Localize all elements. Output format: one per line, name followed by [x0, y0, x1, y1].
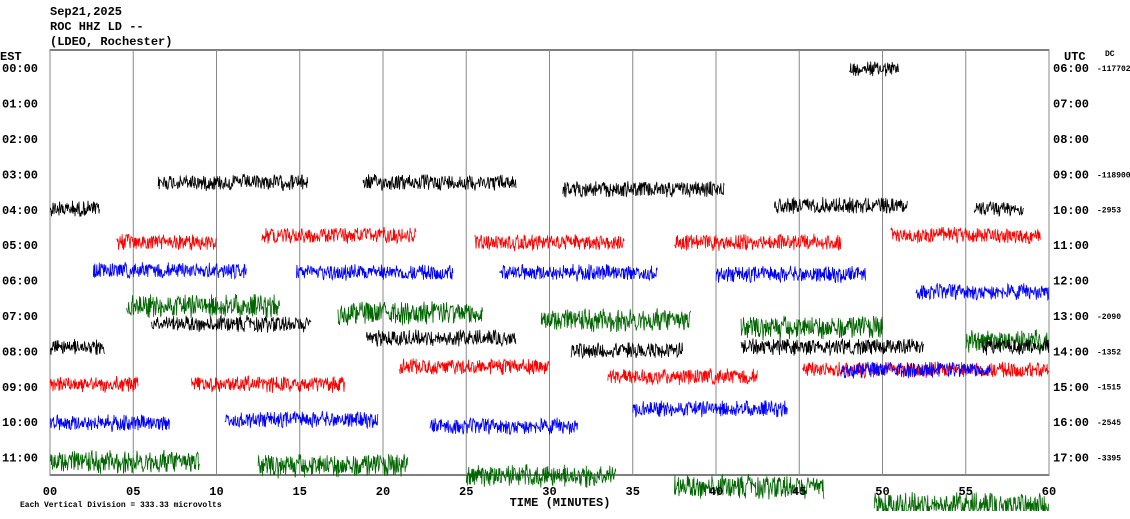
dc-value: -1189008: [1097, 171, 1130, 180]
utc-label: 14:00: [1053, 345, 1089, 359]
x-axis-label: TIME (MINUTES): [510, 496, 611, 510]
seismic-trace: [362, 174, 517, 191]
est-label: 08:00: [2, 345, 38, 359]
seismic-trace: [890, 226, 1041, 245]
seismic-trace: [157, 173, 309, 192]
x-tick-label: 00: [43, 485, 57, 499]
seismic-trace: [116, 233, 217, 251]
seismic-trace: [257, 453, 408, 479]
est-label: 02:00: [2, 133, 38, 147]
seismic-trace: [50, 200, 100, 217]
x-tick-label: 10: [209, 485, 223, 499]
est-label: 09:00: [2, 381, 38, 395]
x-tick-label: 45: [792, 485, 806, 499]
dc-value: -1352: [1097, 348, 1121, 357]
seismic-trace: [915, 282, 1049, 302]
seismic-trace: [474, 234, 625, 252]
grid: [49, 50, 1050, 475]
x-tick-label: 25: [459, 485, 473, 499]
seismic-trace: [840, 361, 991, 379]
utc-label: 17:00: [1053, 452, 1089, 466]
seismic-trace: [92, 262, 247, 281]
seismic-trace: [126, 293, 280, 319]
utc-label: 13:00: [1053, 310, 1089, 324]
x-tick-label: 40: [709, 485, 723, 499]
seismic-trace: [465, 464, 617, 488]
utc-label: 08:00: [1053, 133, 1089, 147]
seismic-trace: [715, 265, 866, 284]
dc-value: -2090: [1097, 313, 1121, 322]
seismic-trace: [740, 338, 925, 356]
est-label: 11:00: [2, 452, 38, 466]
seismic-trace: [973, 201, 1024, 218]
dc-value: -1177028: [1097, 65, 1130, 74]
seismic-trace: [802, 361, 1049, 380]
seismic-trace: [224, 410, 379, 430]
utc-label: 10:00: [1053, 204, 1089, 218]
x-tick-label: 50: [875, 485, 889, 499]
traces: [50, 61, 1049, 511]
est-label: 04:00: [2, 204, 38, 218]
seismic-trace: [151, 315, 312, 333]
seismic-trace: [773, 197, 908, 214]
seismic-trace: [50, 338, 105, 356]
seismic-trace: [499, 263, 658, 282]
seismic-trace: [562, 181, 725, 198]
utc-label: 16:00: [1053, 416, 1089, 430]
seismic-trace: [607, 368, 758, 386]
dc-value: -3395: [1097, 455, 1121, 464]
title-line: Sep21,2025: [50, 5, 122, 19]
left-axis-title: EST: [0, 50, 22, 64]
seismic-trace: [848, 61, 900, 77]
seismic-trace: [570, 342, 683, 360]
dc-value: -1515: [1097, 384, 1121, 393]
seismic-trace: [337, 301, 483, 326]
utc-label: 15:00: [1053, 381, 1089, 395]
utc-label: 12:00: [1053, 275, 1089, 289]
est-label: 07:00: [2, 310, 38, 324]
footer: Each Vertical Division = 333.33 microvol…: [20, 501, 222, 510]
utc-label: 11:00: [1053, 239, 1089, 253]
seismic-trace: [429, 417, 578, 436]
seismic-trace: [540, 308, 692, 333]
est-label: 10:00: [2, 416, 38, 430]
seismic-trace: [632, 399, 788, 419]
x-tick-label: 35: [626, 485, 640, 499]
seismic-trace: [674, 473, 825, 500]
seismic-trace: [50, 375, 139, 393]
dc-value: -2953: [1097, 207, 1121, 216]
est-label: 00:00: [2, 62, 38, 76]
right-axis-title: UTC: [1064, 50, 1086, 64]
x-tick-label: 15: [293, 485, 307, 499]
utc-label: 09:00: [1053, 168, 1089, 182]
x-tick-label: 55: [959, 485, 973, 499]
seismic-trace: [674, 233, 842, 251]
x-tick-label: 05: [126, 485, 140, 499]
x-tick-label: 20: [376, 485, 390, 499]
dc-value: -2545: [1097, 419, 1121, 428]
est-label: 05:00: [2, 239, 38, 253]
seismic-trace: [191, 375, 345, 393]
x-tick-label: 30: [542, 485, 556, 499]
seismic-trace: [873, 491, 1049, 511]
seismic-trace: [261, 226, 417, 245]
seismic-trace: [740, 315, 883, 341]
seismic-trace: [365, 329, 517, 347]
est-label: 06:00: [2, 275, 38, 289]
seismic-trace: [50, 449, 200, 474]
seismic-trace: [982, 338, 1049, 356]
est-label: 01:00: [2, 98, 38, 112]
x-tick-label: 60: [1042, 485, 1056, 499]
utc-label: 06:00: [1053, 62, 1089, 76]
seismic-trace: [296, 264, 454, 282]
seismic-trace: [50, 414, 170, 432]
title-line: ROC HHZ LD --: [50, 20, 144, 34]
dc-title: DC: [1105, 50, 1115, 59]
est-label: 03:00: [2, 168, 38, 182]
seismic-trace: [399, 358, 550, 376]
title-line: (LDEO, Rochester): [50, 35, 172, 49]
utc-label: 07:00: [1053, 98, 1089, 112]
